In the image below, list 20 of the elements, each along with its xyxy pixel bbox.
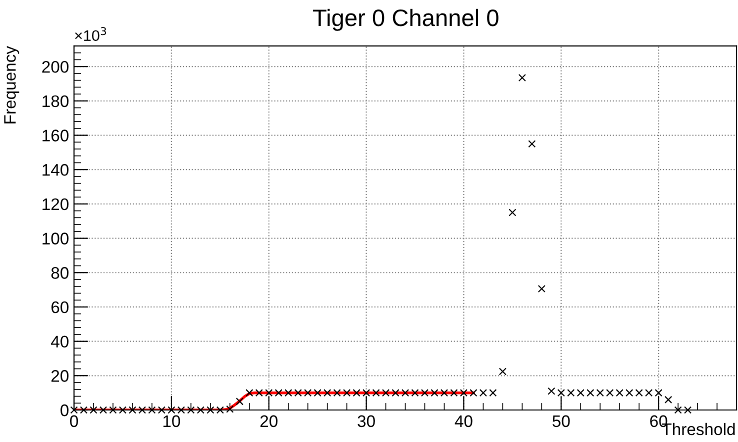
x-tick-label: 50 <box>552 415 570 428</box>
x-tick-label: 0 <box>70 415 78 428</box>
x-tick-label: 30 <box>358 415 375 428</box>
y-tick-label: 60 <box>51 301 69 314</box>
y-tick-label: 80 <box>51 267 69 279</box>
x-tick-label: 40 <box>454 415 472 428</box>
y-axis-title: Frequency <box>4 46 20 124</box>
y-tick-label: 0 <box>60 404 69 416</box>
y-tick-label: 140 <box>42 164 69 176</box>
x-tick-label: 20 <box>260 415 278 428</box>
x-tick-label: 10 <box>163 415 180 428</box>
y-tick-label: 200 <box>42 60 69 73</box>
y-tick-label: 20 <box>51 370 69 382</box>
y-tick-label: 120 <box>42 198 69 210</box>
y-tick-label: 160 <box>42 130 69 142</box>
y-tick-label: 180 <box>42 95 69 108</box>
chart-title: Tiger 0 Channel 0 <box>313 8 498 31</box>
y-tick-label: 100 <box>42 232 69 244</box>
y-tick-label: 40 <box>51 336 69 348</box>
text: ×10$^{3}$ <box>75 27 106 42</box>
